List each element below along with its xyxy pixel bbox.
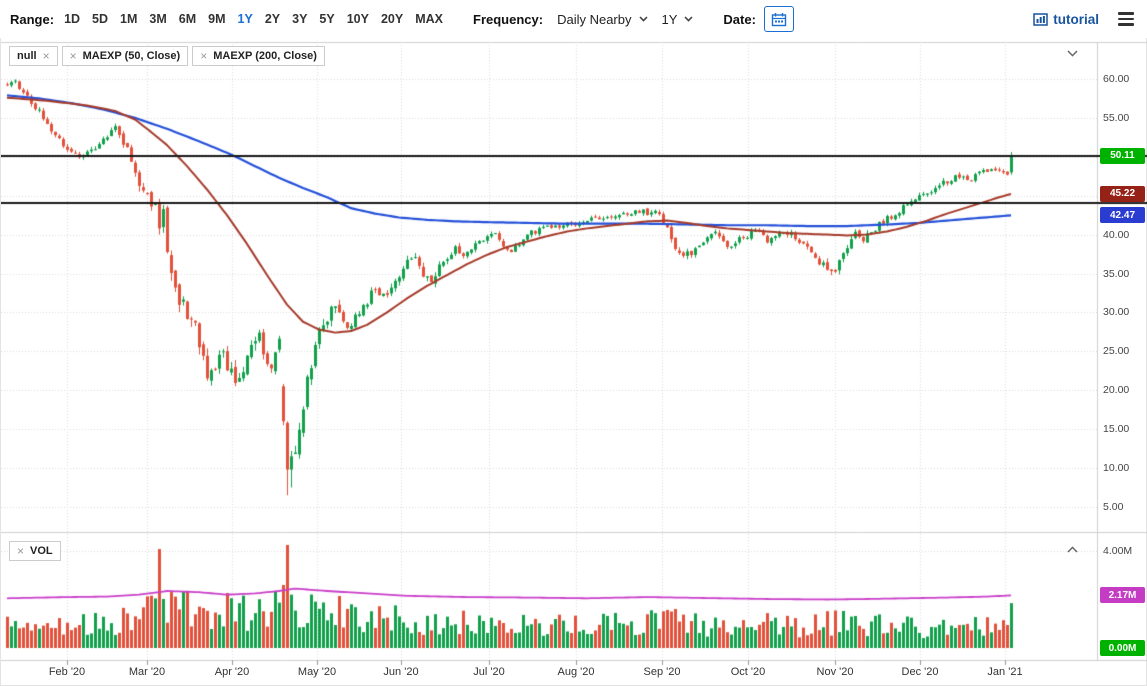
close-icon[interactable]: × bbox=[69, 49, 77, 63]
x-axis-label: Jan '21 bbox=[987, 666, 1023, 678]
volume-label: VOL bbox=[30, 545, 53, 557]
price-axis-tick: 20.00 bbox=[1103, 384, 1130, 397]
tutorial-icon bbox=[1033, 12, 1048, 26]
date-picker-button[interactable] bbox=[763, 6, 794, 32]
volume-legend: × VOL bbox=[9, 541, 61, 561]
volume-ma-badge: 2.17M bbox=[1100, 587, 1145, 604]
close-icon[interactable]: × bbox=[17, 544, 25, 558]
price-axis-tick: 55.00 bbox=[1103, 111, 1130, 124]
range-option-20y[interactable]: 20Y bbox=[380, 12, 404, 26]
ma50-value-badge: 45.22 bbox=[1100, 185, 1145, 202]
x-axis-label: Oct '20 bbox=[730, 666, 766, 678]
range-option-10y[interactable]: 10Y bbox=[346, 12, 369, 26]
range-option-1m[interactable]: 1M bbox=[120, 12, 138, 26]
volume-chip[interactable]: × VOL bbox=[9, 541, 61, 561]
close-icon[interactable]: × bbox=[200, 49, 208, 63]
range-option-1d[interactable]: 1D bbox=[64, 12, 81, 26]
close-icon[interactable]: × bbox=[42, 49, 50, 63]
range-option-5d[interactable]: 5D bbox=[92, 12, 109, 26]
chevron-down-icon bbox=[638, 16, 648, 22]
price-axis-tick: 35.00 bbox=[1103, 267, 1130, 280]
price-axis-tick: 40.00 bbox=[1103, 228, 1130, 241]
collapse-volume-panel-icon[interactable] bbox=[1067, 546, 1078, 553]
x-axis-label: Mar '20 bbox=[128, 666, 166, 678]
range-option-3m[interactable]: 3M bbox=[149, 12, 167, 26]
tutorial-link[interactable]: tutorial bbox=[1033, 12, 1099, 27]
chevron-down-icon bbox=[684, 16, 693, 22]
period-dropdown[interactable]: 1Y bbox=[662, 12, 694, 27]
toolbar: Range: 1D 5D 1M 3M 6M 9M 1Y 2Y 3Y 5Y 10Y 20Y MAX Fre… bbox=[0, 0, 1147, 38]
study-chip-null[interactable]: null × bbox=[9, 46, 58, 66]
range-option-9m[interactable]: 9M bbox=[208, 12, 226, 26]
date-label: Date: bbox=[723, 11, 756, 27]
period-value: 1Y bbox=[661, 11, 678, 27]
range-option-2y[interactable]: 2Y bbox=[264, 12, 281, 26]
price-volume-chart-canvas[interactable] bbox=[1, 38, 1147, 686]
x-axis-label: Nov '20 bbox=[816, 666, 854, 678]
study-label: MAEXP (50, Close) bbox=[82, 50, 181, 62]
range-option-1y[interactable]: 1Y bbox=[237, 12, 253, 26]
collapse-price-panel-icon[interactable] bbox=[1067, 50, 1078, 57]
range-label: Range: bbox=[10, 11, 55, 27]
range-option-5y[interactable]: 5Y bbox=[319, 12, 335, 26]
menu-icon[interactable] bbox=[1115, 9, 1137, 29]
x-axis-label: Apr '20 bbox=[214, 666, 250, 678]
study-chip-maexp-200[interactable]: × MAEXP (200, Close) bbox=[192, 46, 325, 66]
ma200-value-badge: 42.47 bbox=[1100, 207, 1145, 224]
price-axis-tick: 5.00 bbox=[1103, 500, 1124, 513]
x-axis-label: Jun '20 bbox=[383, 666, 419, 678]
frequency-label: Frequency: bbox=[473, 11, 544, 27]
x-axis-label: Aug '20 bbox=[557, 666, 595, 678]
range-option-3y[interactable]: 3Y bbox=[292, 12, 308, 26]
range-option-6m[interactable]: 6M bbox=[178, 12, 197, 26]
toolbar-right: tutorial bbox=[1033, 9, 1137, 29]
price-axis-tick: 60.00 bbox=[1103, 73, 1130, 85]
price-axis-tick: 30.00 bbox=[1103, 306, 1130, 319]
x-axis-label: Feb '20 bbox=[48, 666, 86, 678]
study-label: null bbox=[17, 50, 37, 62]
x-axis-label: Jul '20 bbox=[473, 666, 505, 678]
price-axis-tick: 15.00 bbox=[1103, 423, 1130, 436]
x-axis-label: May '20 bbox=[297, 666, 337, 678]
tutorial-text: tutorial bbox=[1053, 11, 1099, 27]
study-chip-maexp-50[interactable]: × MAEXP (50, Close) bbox=[61, 46, 189, 66]
x-axis-label: Sep '20 bbox=[643, 666, 681, 678]
study-label: MAEXP (200, Close) bbox=[213, 50, 317, 62]
frequency-value: Daily Nearby bbox=[557, 11, 632, 27]
range-options: 1D 5D 1M 3M 6M 9M 1Y 2Y 3Y 5Y 10Y 20Y MAX bbox=[64, 12, 443, 26]
frequency-dropdown[interactable]: Daily Nearby bbox=[557, 11, 648, 27]
price-axis-tick: 25.00 bbox=[1103, 345, 1130, 358]
volume-axis-tick: 4.00M bbox=[1103, 545, 1133, 557]
legend: null × × MAEXP (50, Close) × MAEXP (200,… bbox=[9, 46, 325, 66]
calendar-icon bbox=[771, 12, 787, 26]
range-option-max[interactable]: MAX bbox=[415, 12, 443, 26]
price-axis-tick: 10.00 bbox=[1103, 462, 1130, 474]
volume-zero-badge: 0.00M bbox=[1100, 640, 1145, 656]
last-price-badge: 50.11 bbox=[1100, 147, 1145, 164]
chart-area: null × × MAEXP (50, Close) × MAEXP (200,… bbox=[0, 38, 1147, 686]
x-axis-label: Dec '20 bbox=[901, 666, 939, 678]
